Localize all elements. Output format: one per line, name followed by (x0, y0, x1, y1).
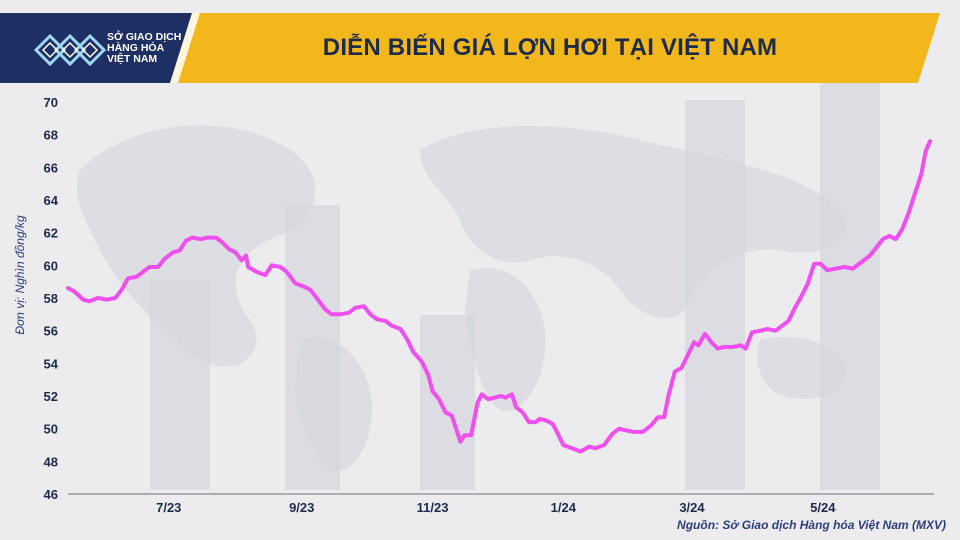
x-tick-label: 3/24 (679, 500, 705, 515)
y-tick-label: 64 (44, 193, 59, 208)
y-axis-ticks: 46 48 50 52 54 56 58 60 62 64 66 68 70 (44, 95, 59, 502)
y-tick-label: 68 (44, 128, 58, 143)
y-tick-label: 54 (44, 356, 59, 371)
y-tick-label: 62 (44, 226, 58, 241)
header-bar (0, 13, 940, 83)
y-tick-label: 70 (44, 95, 58, 110)
y-tick-label: 66 (44, 160, 58, 175)
y-tick-label: 50 (44, 422, 58, 437)
logo-line-2: HÀNG HÓA (107, 42, 165, 54)
y-tick-label: 58 (44, 291, 58, 306)
y-tick-label: 56 (44, 324, 58, 339)
logo-line-3: VIỆT NAM (107, 53, 158, 65)
y-tick-label: 52 (44, 389, 58, 404)
x-tick-label: 1/24 (551, 500, 577, 515)
logo-text: SỞ GIAO DỊCH HÀNG HÓA VIỆT NAM (107, 32, 197, 65)
x-tick-label: 7/23 (156, 500, 181, 515)
logo-mark-icon (34, 33, 107, 67)
x-tick-label: 9/23 (289, 500, 314, 515)
chart-title: DIỄN BIẾN GIÁ LỢN HƠI TẠI VIỆT NAM (322, 34, 778, 61)
logo (20, 18, 190, 76)
logo-line-1: SỞ GIAO DỊCH (107, 31, 182, 43)
y-tick-label: 46 (44, 487, 58, 502)
x-tick-label: 5/24 (810, 500, 836, 515)
y-tick-label: 60 (44, 258, 58, 273)
x-axis-ticks: 7/23 9/23 11/23 1/24 3/24 5/24 (156, 500, 836, 515)
x-tick-label: 11/23 (417, 500, 449, 515)
source-note: Nguồn: Sở Giao dịch Hàng hóa Việt Nam (M… (677, 518, 946, 532)
y-tick-label: 48 (44, 454, 58, 469)
price-series-line (66, 139, 932, 454)
